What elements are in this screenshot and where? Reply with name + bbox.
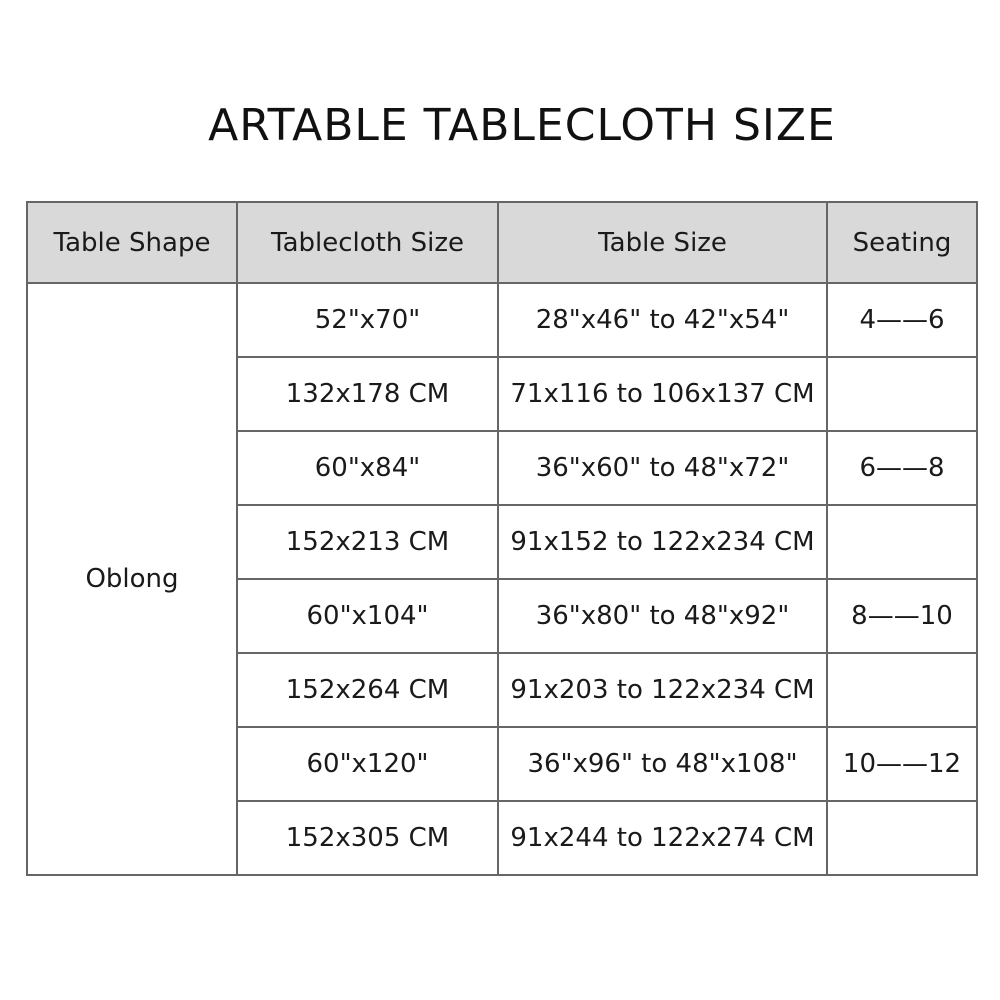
header-row: Table Shape Tablecloth Size Table Size S… (26, 201, 978, 284)
cell-seating: 10——12 (826, 726, 978, 802)
cell-table-size: 71x116 to 106x137 CM (497, 356, 828, 432)
cell-seating: 4——6 (826, 282, 978, 358)
cell-seating: 8——10 (826, 578, 978, 654)
cell-seating (826, 652, 978, 728)
table-row: 132x178 CM 71x116 to 106x137 CM (27, 356, 978, 432)
cell-seating (826, 504, 978, 580)
table-row: 152x264 CM 91x203 to 122x234 CM (27, 652, 978, 728)
cell-table-size: 28"x46" to 42"x54" (497, 282, 828, 358)
cell-tablecloth-size: 152x305 CM (236, 800, 499, 876)
cell-table-size: 91x203 to 122x234 CM (497, 652, 828, 728)
table-row: Oblong 52"x70" 28"x46" to 42"x54" 4——6 (26, 282, 978, 876)
cell-tablecloth-size: 52"x70" (236, 282, 499, 358)
table-row: 152x305 CM 91x244 to 122x274 CM (27, 800, 978, 876)
header-tablecloth-size: Tablecloth Size (236, 201, 499, 284)
table-row: 60"x120" 36"x96" to 48"x108" 10——12 (27, 726, 978, 802)
header-table-shape: Table Shape (26, 201, 238, 284)
size-table: Table Shape Tablecloth Size Table Size S… (26, 201, 978, 876)
cell-tablecloth-size: 60"x120" (236, 726, 499, 802)
cell-tablecloth-size: 132x178 CM (236, 356, 499, 432)
cell-shape: Oblong (26, 282, 238, 876)
table-row: 60"x84" 36"x60" to 48"x72" 6——8 (27, 430, 978, 506)
header-seating: Seating (826, 201, 978, 284)
cell-table-size: 36"x60" to 48"x72" (497, 430, 828, 506)
cell-table-size: 36"x96" to 48"x108" (497, 726, 828, 802)
cell-tablecloth-size: 60"x104" (236, 578, 499, 654)
cell-table-size: 91x152 to 122x234 CM (497, 504, 828, 580)
table-row: 60"x104" 36"x80" to 48"x92" 8——10 (27, 578, 978, 654)
cell-seating (826, 800, 978, 876)
page-title: ARTABLE TABLECLOTH SIZE (208, 100, 836, 151)
cell-table-size: 91x244 to 122x274 CM (497, 800, 828, 876)
cell-table-size: 36"x80" to 48"x92" (497, 578, 828, 654)
cell-seating: 6——8 (826, 430, 978, 506)
header-table-size: Table Size (497, 201, 828, 284)
cell-tablecloth-size: 60"x84" (236, 430, 499, 506)
table-row: 152x213 CM 91x152 to 122x234 CM (27, 504, 978, 580)
cell-seating (826, 356, 978, 432)
cell-tablecloth-size: 152x213 CM (236, 504, 499, 580)
cell-tablecloth-size: 152x264 CM (236, 652, 499, 728)
